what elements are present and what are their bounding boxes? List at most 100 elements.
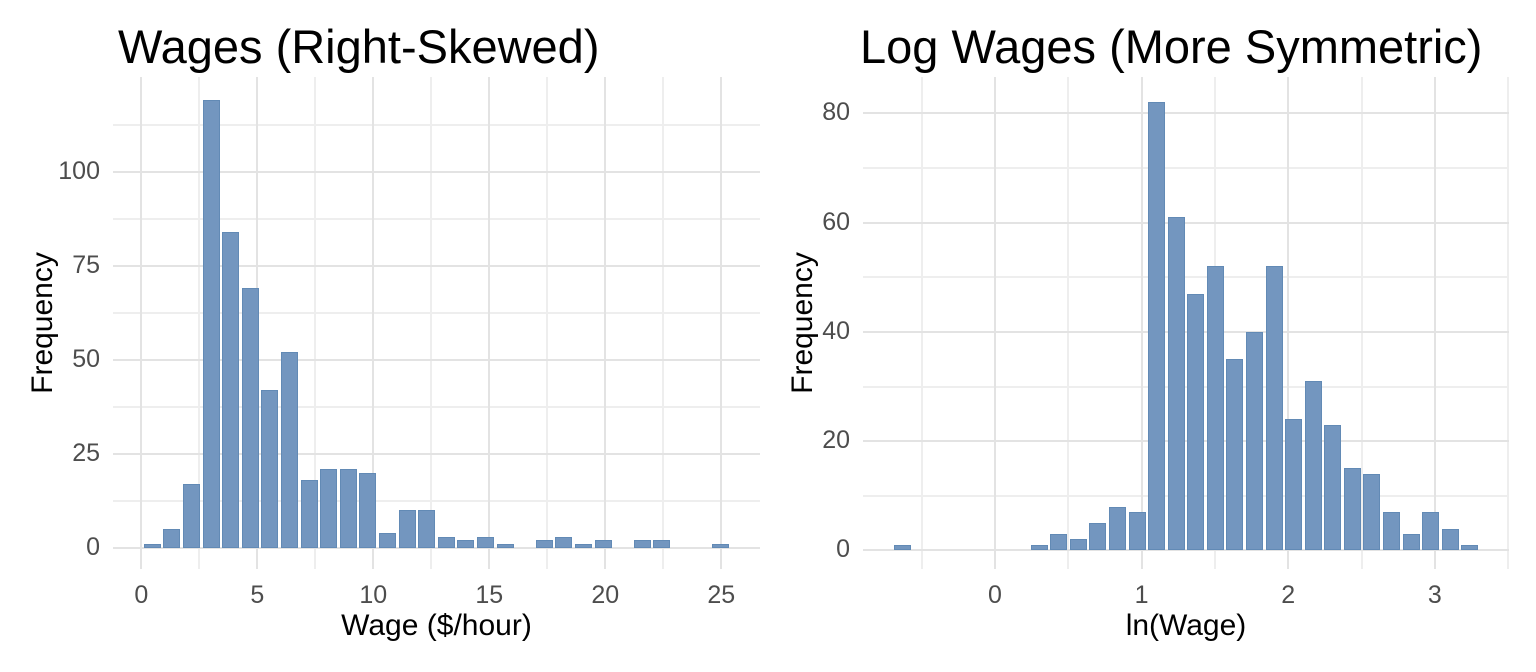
histogram-bar <box>1441 528 1459 551</box>
histogram-bar <box>320 468 338 548</box>
histogram-bar <box>476 536 494 548</box>
y-major-gridline <box>863 221 1509 224</box>
histogram-bar <box>182 483 200 548</box>
histogram-bar <box>1343 468 1361 551</box>
histogram-bar <box>339 468 357 548</box>
left-x-axis-title: Wage ($/hour) <box>341 609 532 642</box>
histogram-bar <box>457 540 475 548</box>
x-tick-label: 1 <box>1134 581 1149 609</box>
x-major-gridline <box>1433 77 1436 569</box>
right-x-axis-title: ln(Wage) <box>1125 609 1247 642</box>
histogram-bar <box>1030 544 1048 551</box>
x-tick-label: 25 <box>707 581 736 609</box>
histogram-bar <box>163 529 181 548</box>
histogram-bar <box>653 540 671 548</box>
x-tick-label: 3 <box>1427 581 1442 609</box>
histogram-bar <box>1148 102 1166 551</box>
y-minor-gridline <box>113 217 760 220</box>
x-tick-label: 2 <box>1281 581 1296 609</box>
histogram-bar <box>418 510 436 548</box>
histogram-bar <box>1128 512 1146 551</box>
x-major-gridline <box>372 77 375 569</box>
histogram-bar <box>1422 512 1440 551</box>
histogram-bar <box>241 288 259 548</box>
histogram-bar <box>574 544 592 548</box>
histogram-bar <box>594 540 612 548</box>
x-minor-gridline <box>546 77 549 569</box>
x-minor-gridline <box>314 77 317 569</box>
y-minor-gridline <box>113 405 760 408</box>
y-major-gridline <box>863 549 1509 552</box>
x-tick-label: 15 <box>475 581 504 609</box>
histogram-bar <box>1285 419 1303 551</box>
histogram-bar <box>893 544 911 551</box>
x-minor-gridline <box>1067 77 1070 569</box>
x-minor-gridline <box>662 77 665 569</box>
x-major-gridline <box>604 77 607 569</box>
x-tick-label: 0 <box>134 581 149 609</box>
histogram-bar <box>1265 266 1283 551</box>
y-major-gridline <box>113 358 760 361</box>
y-major-gridline <box>863 112 1509 115</box>
histogram-bar <box>280 352 298 548</box>
y-tick-label: 80 <box>822 98 850 127</box>
left-chart-title: Wages (Right-Skewed) <box>118 20 600 73</box>
right-chart-panel <box>863 77 1509 569</box>
y-tick-label: 100 <box>58 156 100 185</box>
histogram-bar <box>143 544 161 548</box>
x-minor-gridline <box>1360 77 1363 569</box>
histogram-bar <box>398 510 416 548</box>
y-major-gridline <box>863 330 1509 333</box>
histogram-bar <box>1382 512 1400 551</box>
y-tick-label: 50 <box>72 344 100 373</box>
x-minor-gridline <box>430 77 433 569</box>
x-tick-label: 0 <box>988 581 1002 609</box>
histogram-bar <box>1089 523 1107 551</box>
left-chart-panel <box>113 77 760 569</box>
histogram-bar <box>535 540 553 548</box>
x-major-gridline <box>488 77 491 569</box>
right-chart-title: Log Wages (More Symmetric) <box>860 20 1483 73</box>
y-tick-label: 60 <box>822 207 850 236</box>
histogram-bar <box>378 532 396 548</box>
histogram-bar <box>437 536 455 548</box>
x-minor-gridline <box>920 77 923 569</box>
histogram-bar <box>1324 424 1342 551</box>
histogram-bar <box>1069 539 1087 551</box>
histogram-bar <box>1304 381 1322 551</box>
y-tick-label: 0 <box>86 532 100 561</box>
y-major-gridline <box>113 170 760 173</box>
histogram-bar <box>1402 534 1420 551</box>
y-tick-label: 75 <box>72 250 100 279</box>
y-minor-gridline <box>863 494 1509 497</box>
histogram-bar <box>359 472 377 548</box>
histogram-bar <box>555 536 573 548</box>
y-minor-gridline <box>863 166 1509 169</box>
histogram-bar <box>1050 534 1068 551</box>
histogram-bar <box>202 100 220 548</box>
x-major-gridline <box>720 77 723 569</box>
y-tick-label: 20 <box>822 426 850 455</box>
histogram-bar <box>1187 293 1205 551</box>
histogram-bar <box>300 480 318 548</box>
y-tick-label: 25 <box>72 438 100 467</box>
y-minor-gridline <box>113 123 760 126</box>
x-tick-label: 20 <box>591 581 620 609</box>
y-major-gridline <box>113 264 760 267</box>
y-minor-gridline <box>113 499 760 502</box>
y-minor-gridline <box>113 311 760 314</box>
y-major-gridline <box>113 546 760 549</box>
y-major-gridline <box>863 440 1509 443</box>
histogram-bar <box>1226 359 1244 551</box>
x-tick-label: 5 <box>250 581 265 609</box>
histogram-bar <box>222 231 240 548</box>
y-minor-gridline <box>863 276 1509 279</box>
histogram-bar <box>496 544 514 548</box>
x-major-gridline <box>1287 77 1290 569</box>
y-minor-gridline <box>863 385 1509 388</box>
histogram-bar <box>1206 266 1224 551</box>
histogram-bar <box>1363 473 1381 551</box>
x-minor-gridline <box>1507 77 1509 569</box>
histogram-bar <box>712 544 730 548</box>
